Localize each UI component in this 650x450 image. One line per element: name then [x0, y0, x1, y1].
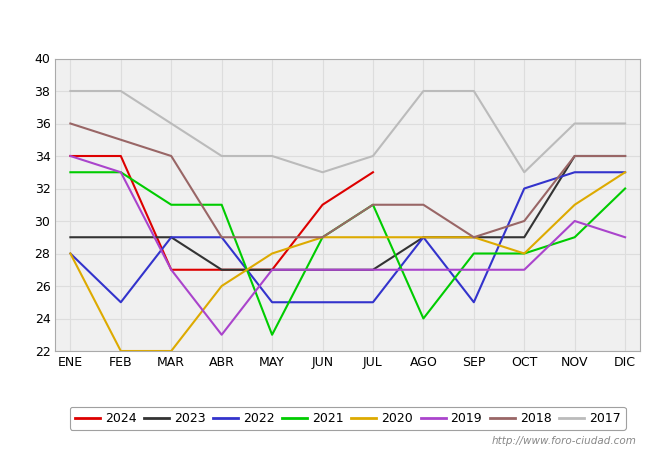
Text: Afiliados en El Campillo a 31/5/2024: Afiliados en El Campillo a 31/5/2024: [157, 16, 493, 34]
Legend: 2024, 2023, 2022, 2021, 2020, 2019, 2018, 2017: 2024, 2023, 2022, 2021, 2020, 2019, 2018…: [70, 407, 626, 430]
Text: http://www.foro-ciudad.com: http://www.foro-ciudad.com: [492, 436, 637, 446]
